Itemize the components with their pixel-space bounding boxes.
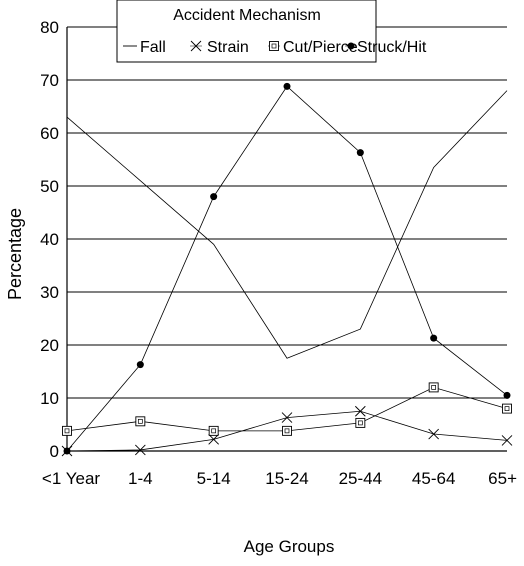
- series-line: [66, 90, 508, 359]
- legend: Accident Mechanism Fall Strain Cut/Pierce S…: [116, 0, 427, 63]
- y-axis-label: Percentage: [5, 208, 25, 300]
- x-tick-label: 15-24: [265, 469, 308, 488]
- data-point: [62, 425, 72, 436]
- legend-label: Fall: [140, 39, 166, 56]
- data-point: [136, 361, 144, 369]
- y-tick-label: 60: [40, 124, 59, 143]
- y-tick-label: 80: [40, 18, 59, 37]
- legend-marker: [347, 42, 355, 50]
- data-point: [355, 405, 366, 417]
- x-tick-label: 45-64: [412, 469, 455, 488]
- legend-box: [116, 0, 377, 63]
- y-tick-label: 30: [40, 283, 59, 302]
- x-tick-label: 25-44: [339, 469, 382, 488]
- series-lines: [61, 82, 513, 457]
- data-point: [282, 425, 292, 436]
- data-point: [502, 403, 512, 414]
- data-point: [428, 428, 439, 440]
- legend-marker: [269, 41, 279, 51]
- x-axis-label: Age Groups: [244, 537, 335, 556]
- legend-label: Struck/Hit: [357, 39, 427, 56]
- y-tick-label: 0: [50, 442, 59, 461]
- data-point: [208, 434, 219, 445]
- data-point: [208, 425, 219, 436]
- x-tick-label: 1-4: [128, 469, 153, 488]
- series-fall: [66, 90, 508, 359]
- axes: [66, 27, 507, 452]
- series-line: [66, 85, 508, 452]
- data-point: [135, 416, 146, 427]
- data-point: [210, 193, 218, 201]
- data-point: [283, 82, 291, 90]
- legend-marker: [190, 40, 202, 52]
- y-tick-label: 70: [40, 71, 59, 90]
- series-cut-pierce: [62, 382, 512, 436]
- series-struck-hit: [63, 82, 511, 455]
- x-tick-labels: <1 Year 1-4 5-14 15-24 25-44 45-64 65+: [42, 469, 517, 488]
- x-tick-label: 5-14: [197, 469, 231, 488]
- series-line: [66, 386, 508, 432]
- y-tick-label: 20: [40, 336, 59, 355]
- legend-label: Strain: [207, 39, 249, 56]
- data-point: [428, 382, 439, 393]
- data-point: [430, 334, 438, 342]
- legend-entry: Cut/Pierce: [268, 39, 358, 56]
- data-point: [503, 391, 511, 399]
- data-point: [355, 417, 366, 428]
- y-tick-labels: 0 10 20 30 40 50 60 70 80: [40, 18, 59, 461]
- legend-entry: Struck/Hit: [345, 39, 427, 56]
- data-point: [135, 444, 146, 456]
- legend-label: Cut/Pierce: [283, 39, 358, 56]
- legend-entry: Strain: [190, 39, 249, 56]
- y-tick-label: 50: [40, 177, 59, 196]
- data-point: [63, 447, 71, 455]
- x-tick-label: 65+: [488, 469, 517, 488]
- legend-title: Accident Mechanism: [173, 7, 321, 24]
- x-tick-label: <1 Year: [42, 469, 100, 488]
- data-point: [281, 412, 293, 423]
- gridlines: [67, 26, 507, 399]
- data-point: [501, 435, 513, 446]
- y-tick-label: 10: [40, 389, 59, 408]
- data-point: [356, 149, 364, 157]
- y-tick-label: 40: [40, 230, 59, 249]
- legend-entry: Fall: [123, 39, 166, 56]
